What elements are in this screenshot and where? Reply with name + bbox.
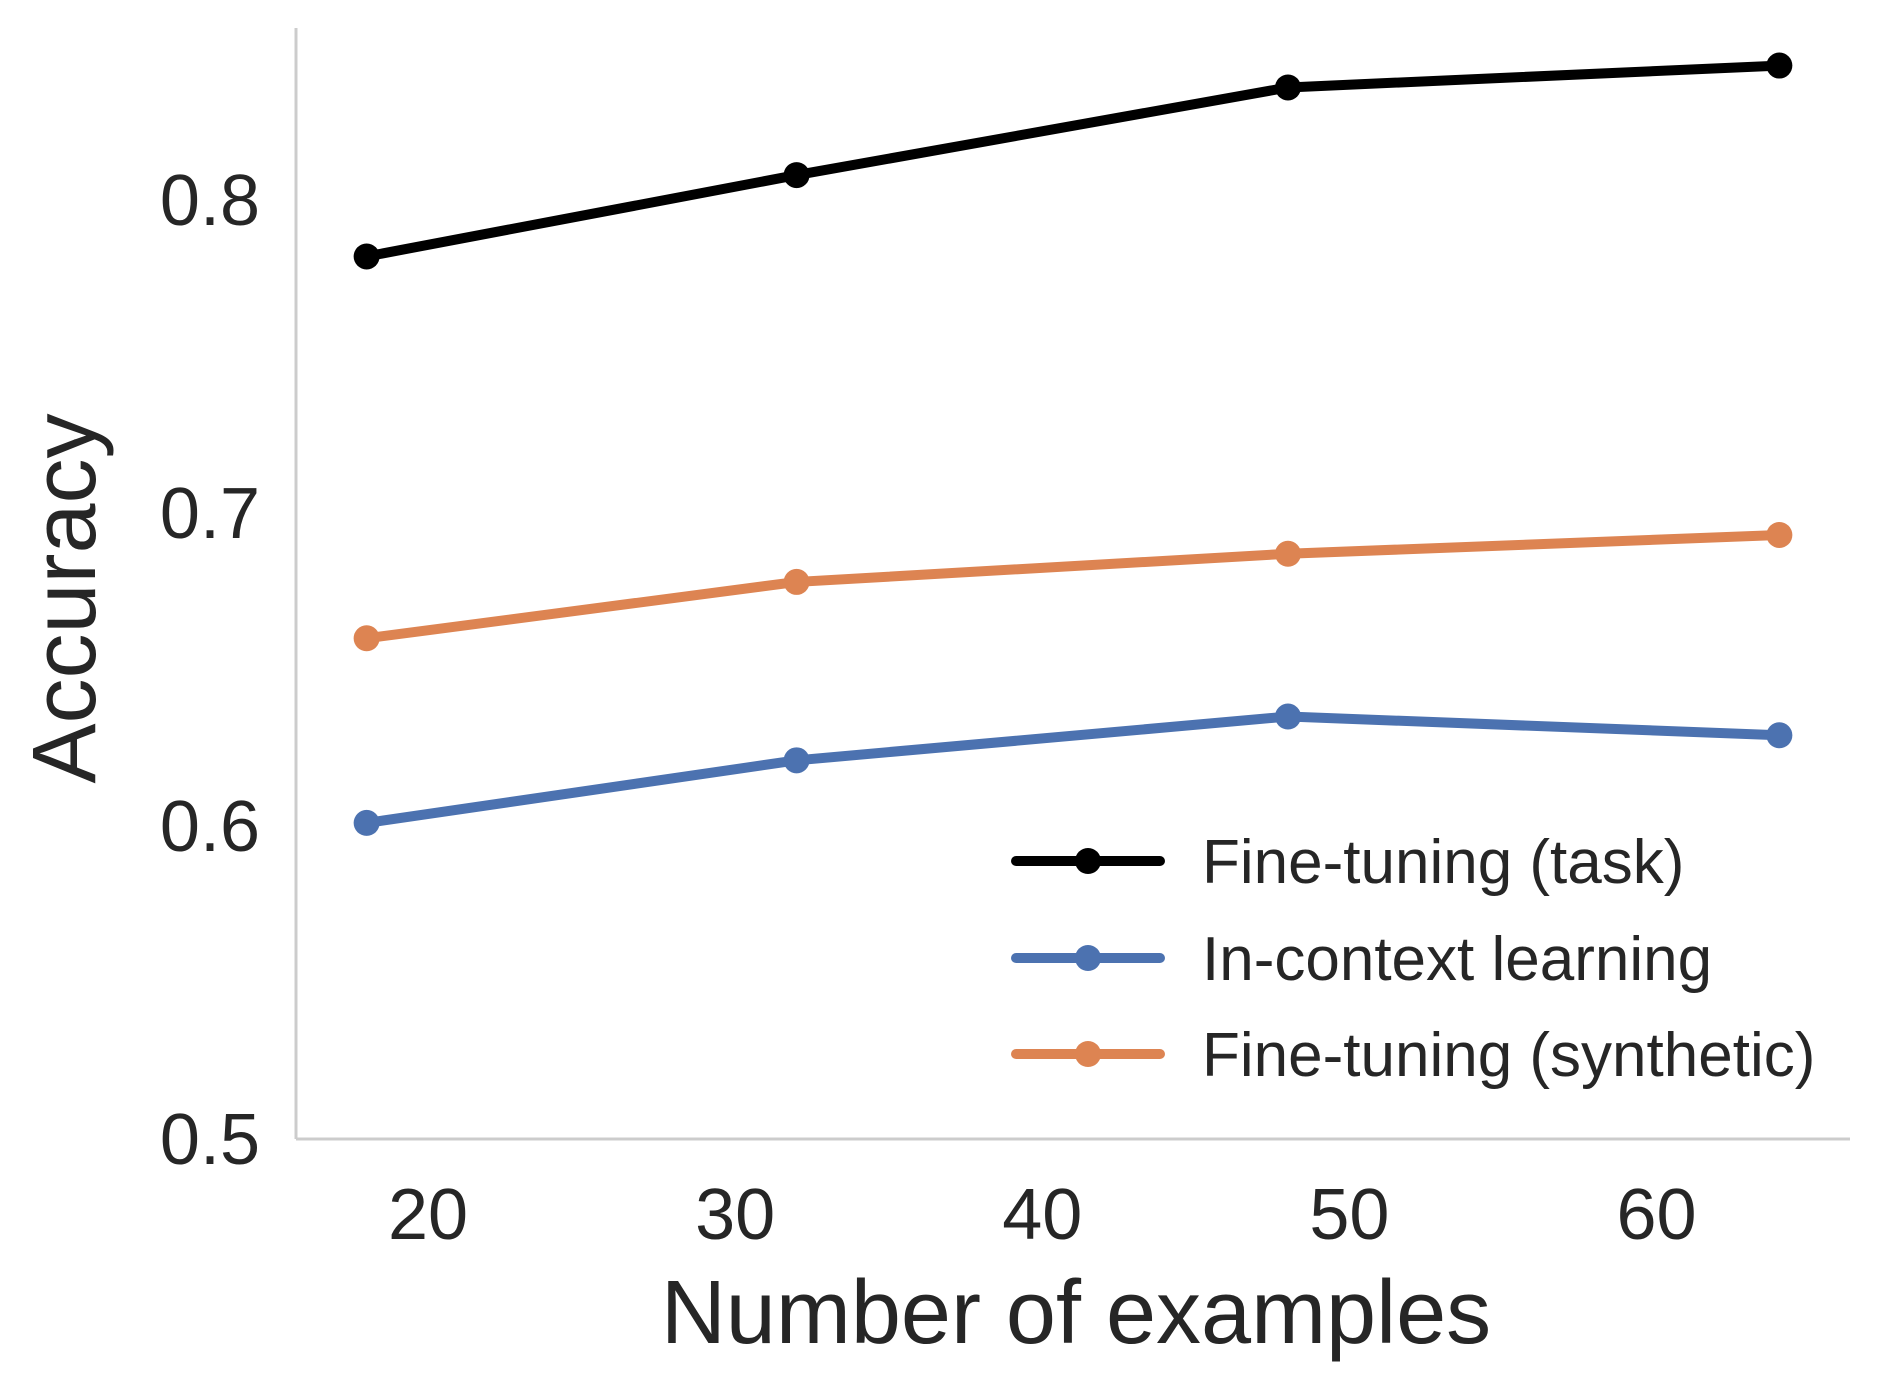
data-point	[1274, 703, 1301, 730]
data-point	[783, 162, 810, 189]
series-line	[361, 60, 1785, 262]
series-line	[361, 711, 1785, 828]
y-axis-title: Accuracy	[15, 413, 115, 783]
data-point	[1766, 52, 1793, 79]
x-tick-label: 60	[1616, 1175, 1696, 1255]
data-point	[353, 625, 380, 652]
data-point	[1766, 722, 1793, 749]
data-point	[353, 809, 380, 836]
legend-label: Fine-tuning (synthetic)	[1202, 1021, 1815, 1090]
legend-swatch-marker	[1075, 1041, 1101, 1067]
legend-item: Fine-tuning (synthetic)	[1011, 1021, 1815, 1090]
legend-swatch-marker	[1075, 945, 1101, 971]
axes	[294, 28, 1850, 1141]
x-tick-label: 30	[695, 1175, 775, 1255]
series-fine-tuning-synthetic	[353, 521, 1793, 652]
x-tick-label: 40	[1002, 1175, 1082, 1255]
legend-swatch-marker	[1075, 848, 1101, 874]
y-tick-label: 0.6	[160, 787, 260, 867]
y-tick-label: 0.8	[160, 161, 260, 241]
legend: Fine-tuning (task) In-context learning Fin…	[1011, 828, 1815, 1090]
legend-label: In-context learning	[1202, 925, 1712, 994]
series-line	[361, 529, 1785, 644]
series-in-context-learning	[353, 703, 1793, 836]
data-point	[783, 747, 810, 774]
x-tick-label: 20	[388, 1175, 468, 1255]
series-fine-tuning-task	[353, 52, 1793, 270]
plot-area	[353, 52, 1793, 836]
data-point	[1274, 540, 1301, 567]
legend-label: Fine-tuning (task)	[1202, 828, 1684, 897]
legend-item: In-context learning	[1011, 925, 1712, 994]
data-point	[353, 243, 380, 270]
x-axis-title: Number of examples	[661, 1263, 1491, 1363]
y-tick-label: 0.7	[160, 474, 260, 554]
data-point	[1274, 74, 1301, 101]
y-tick-label: 0.5	[160, 1100, 260, 1180]
tick-labels: 20 30 40 50 60 0.5 0.6 0.7 0.8	[160, 161, 1697, 1255]
data-point	[1766, 521, 1793, 548]
legend-item: Fine-tuning (task)	[1011, 828, 1684, 897]
x-tick-label: 50	[1309, 1175, 1389, 1255]
data-point	[783, 568, 810, 595]
